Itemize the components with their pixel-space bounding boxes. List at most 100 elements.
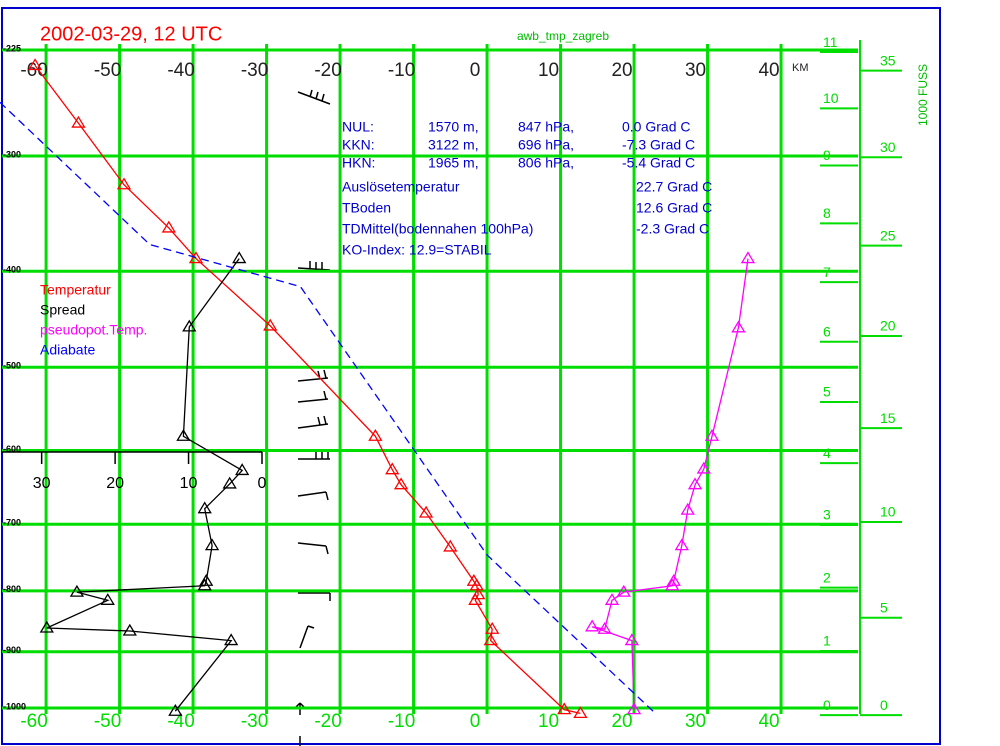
point-marker: [116, 177, 132, 190]
point-marker: [443, 539, 458, 552]
x-tick-label-bottom: 10: [538, 711, 559, 732]
point-marker: [69, 584, 85, 597]
point-marker: [100, 593, 115, 605]
point-marker: [176, 428, 191, 441]
point-marker: [71, 115, 86, 128]
wind-barbs: [295, 89, 331, 746]
x-tick-label-bottom: 0: [470, 711, 481, 732]
point-marker: [224, 633, 239, 646]
legend-entry: Spread: [40, 302, 85, 318]
fuss-tick-label: 10: [880, 504, 896, 520]
annotation-text: 806 hPa,: [518, 155, 574, 171]
x-tick-label-top: 30: [685, 60, 706, 81]
x-tick-label-top: -30: [241, 60, 268, 81]
point-marker: [182, 319, 197, 332]
km-tick-label: 9: [823, 147, 831, 163]
point-marker: [39, 620, 54, 633]
annotation-text: TBoden: [342, 200, 391, 216]
point-marker: [483, 633, 498, 646]
point-marker: [263, 318, 278, 331]
point-marker: [485, 621, 500, 634]
wind-barb: [297, 390, 329, 403]
fuss-axis-label: 1000 FUSS: [916, 64, 930, 126]
point-marker: [740, 251, 756, 264]
x-tick-label-top: 0: [470, 60, 481, 81]
km-tick-label: 8: [823, 205, 831, 221]
point-marker: [122, 623, 137, 636]
annotation-text: KO-Index: 12.9=STABIL: [342, 242, 492, 258]
point-marker: [199, 573, 214, 586]
fuss-tick-label: 30: [880, 139, 896, 155]
km-tick-label: 7: [823, 264, 831, 280]
y-tick-label: -600: [3, 444, 21, 454]
x2-tick-label: 20: [106, 475, 124, 492]
wind-barb: [297, 415, 329, 429]
km-tick-label: 11: [823, 34, 838, 50]
point-marker: [368, 428, 383, 441]
point-marker: [680, 502, 695, 515]
point-marker: [585, 619, 600, 632]
point-marker: [704, 428, 720, 441]
wind-barb: [298, 592, 331, 601]
annotation-text: 696 hPa,: [518, 137, 574, 153]
x-tick-label-top: -40: [167, 60, 194, 81]
legend-entry: Temperatur: [40, 282, 111, 298]
point-marker: [27, 58, 43, 71]
annotation-text: Auslösetemperatur: [342, 179, 460, 195]
x-tick-label-bottom: -50: [94, 711, 121, 732]
legend-entry: Adiabate: [40, 342, 95, 358]
x-tick-label-bottom: 40: [758, 711, 779, 732]
point-marker: [674, 538, 689, 551]
annotation-text: TDMittel(bodennahen 100hPa): [342, 221, 533, 237]
wind-barb: [297, 491, 329, 501]
annotation-text: HKN:: [342, 155, 375, 171]
x-tick-label-bottom: 20: [611, 711, 632, 732]
km-tick-label: 5: [823, 384, 831, 400]
km-tick-label: 10: [823, 90, 839, 106]
x-tick-label-bottom: -60: [20, 711, 47, 732]
fuss-tick-label: 20: [880, 318, 896, 334]
series-line: [34, 65, 581, 715]
point-marker: [597, 621, 612, 634]
y-tick-label: -800: [3, 584, 21, 594]
annotation-text: 22.7 Grad C: [636, 179, 712, 195]
point-marker: [161, 220, 176, 233]
km-tick-label: 4: [823, 445, 831, 461]
point-marker: [604, 593, 620, 605]
annotation-text: 12.6 Grad C: [636, 200, 712, 216]
y-tick-label: -400: [3, 265, 21, 275]
point-marker: [232, 251, 247, 264]
fuss-tick-label: 25: [880, 227, 896, 243]
x-tick-label-bottom: -20: [314, 711, 341, 732]
point-marker: [624, 633, 640, 646]
x-tick-label-top: -50: [94, 60, 121, 81]
annotation-text: 3122 m,: [428, 137, 479, 153]
point-marker: [168, 703, 183, 716]
point-marker: [393, 477, 409, 490]
annotation-text: NUL:: [342, 119, 374, 135]
point-marker: [197, 501, 212, 514]
point-marker: [468, 593, 483, 605]
point-marker: [626, 702, 642, 715]
wind-barb: [298, 451, 330, 460]
annotation-text: 0.0 Grad C: [622, 119, 690, 135]
km-axis-label: KM: [792, 62, 809, 74]
chart-subtitle: awb_tmp_zagreb: [517, 29, 609, 43]
km-tick-label: 6: [823, 323, 831, 339]
point-marker: [573, 706, 588, 719]
point-marker: [222, 476, 237, 489]
point-marker: [666, 573, 681, 586]
x2-tick-label: 30: [33, 475, 51, 492]
annotation-text: 1965 m,: [428, 155, 479, 171]
y-tick-label: -1000: [3, 701, 26, 711]
km-tick-label: 3: [823, 507, 831, 523]
fuss-tick-label: 35: [880, 52, 896, 68]
annotation-text: 1570 m,: [428, 119, 479, 135]
point-marker: [385, 462, 400, 475]
point-marker: [235, 463, 250, 476]
x-tick-label-top: -20: [314, 60, 341, 81]
point-marker: [197, 578, 212, 591]
fuss-tick-label: 0: [880, 697, 888, 713]
point-marker: [204, 538, 220, 551]
